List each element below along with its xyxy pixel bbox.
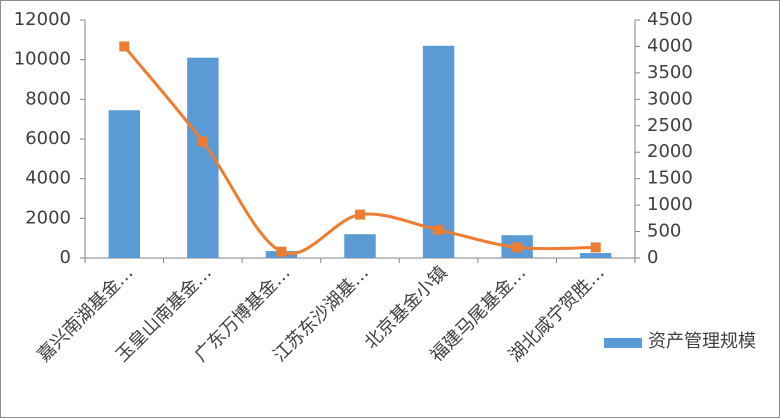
y2-tick-label: 1000 [647, 194, 693, 215]
bar [422, 45, 455, 259]
y-tick-label: 0 [60, 247, 71, 268]
bar [108, 110, 140, 258]
y-tick-label: 8000 [25, 88, 71, 109]
y2-tick-label: 4000 [647, 35, 693, 56]
line-marker [197, 136, 208, 147]
y-tick-label: 4000 [25, 168, 71, 189]
line-marker [590, 242, 601, 253]
y2-tick-label: 500 [647, 221, 681, 242]
legend-label: 资产管理规模 [648, 331, 756, 352]
line-marker [355, 209, 365, 220]
line-marker [119, 41, 130, 52]
y-tick-label: 10000 [14, 49, 71, 70]
bar [344, 234, 376, 258]
y-tick-label: 12000 [14, 9, 71, 30]
y2-tick-label: 3500 [647, 62, 693, 83]
line-marker [512, 242, 523, 253]
y-tick-label: 6000 [25, 128, 71, 149]
y2-tick-label: 0 [647, 247, 658, 268]
bar [580, 253, 612, 258]
line-marker [276, 246, 287, 257]
legend-swatch [604, 338, 642, 348]
y2-tick-label: 3000 [647, 88, 693, 109]
y2-tick-label: 2500 [647, 115, 693, 136]
y2-tick-label: 4500 [647, 9, 693, 30]
y2-tick-label: 2000 [647, 141, 693, 162]
line-marker [433, 224, 444, 235]
y-tick-label: 2000 [25, 207, 71, 228]
y2-tick-label: 1500 [647, 168, 693, 189]
